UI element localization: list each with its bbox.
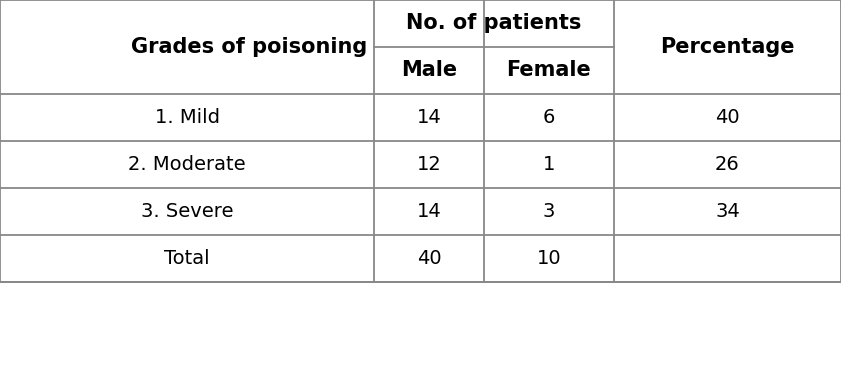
Text: 34: 34	[715, 202, 740, 221]
Text: Female: Female	[506, 60, 591, 81]
Text: 2. Moderate: 2. Moderate	[129, 155, 246, 174]
Text: 1: 1	[542, 155, 555, 174]
Text: No. of patients: No. of patients	[406, 14, 582, 34]
Text: 40: 40	[416, 249, 442, 268]
Text: 6: 6	[542, 108, 555, 127]
Text: 3: 3	[542, 202, 555, 221]
Text: Total: Total	[164, 249, 210, 268]
Text: 12: 12	[416, 155, 442, 174]
Text: Male: Male	[401, 60, 457, 81]
Text: 14: 14	[416, 202, 442, 221]
Text: Table 6: Patient distribution according to grades of
severity of poisoning as pe: Table 6: Patient distribution according …	[162, 308, 679, 352]
Text: Percentage: Percentage	[660, 37, 795, 57]
Text: 10: 10	[537, 249, 561, 268]
Text: 14: 14	[416, 108, 442, 127]
Text: 40: 40	[715, 108, 740, 127]
Text: 1. Mild: 1. Mild	[155, 108, 220, 127]
Text: 26: 26	[715, 155, 740, 174]
Text: Grades of poisoning: Grades of poisoning	[131, 37, 368, 57]
Text: 3. Severe: 3. Severe	[141, 202, 233, 221]
